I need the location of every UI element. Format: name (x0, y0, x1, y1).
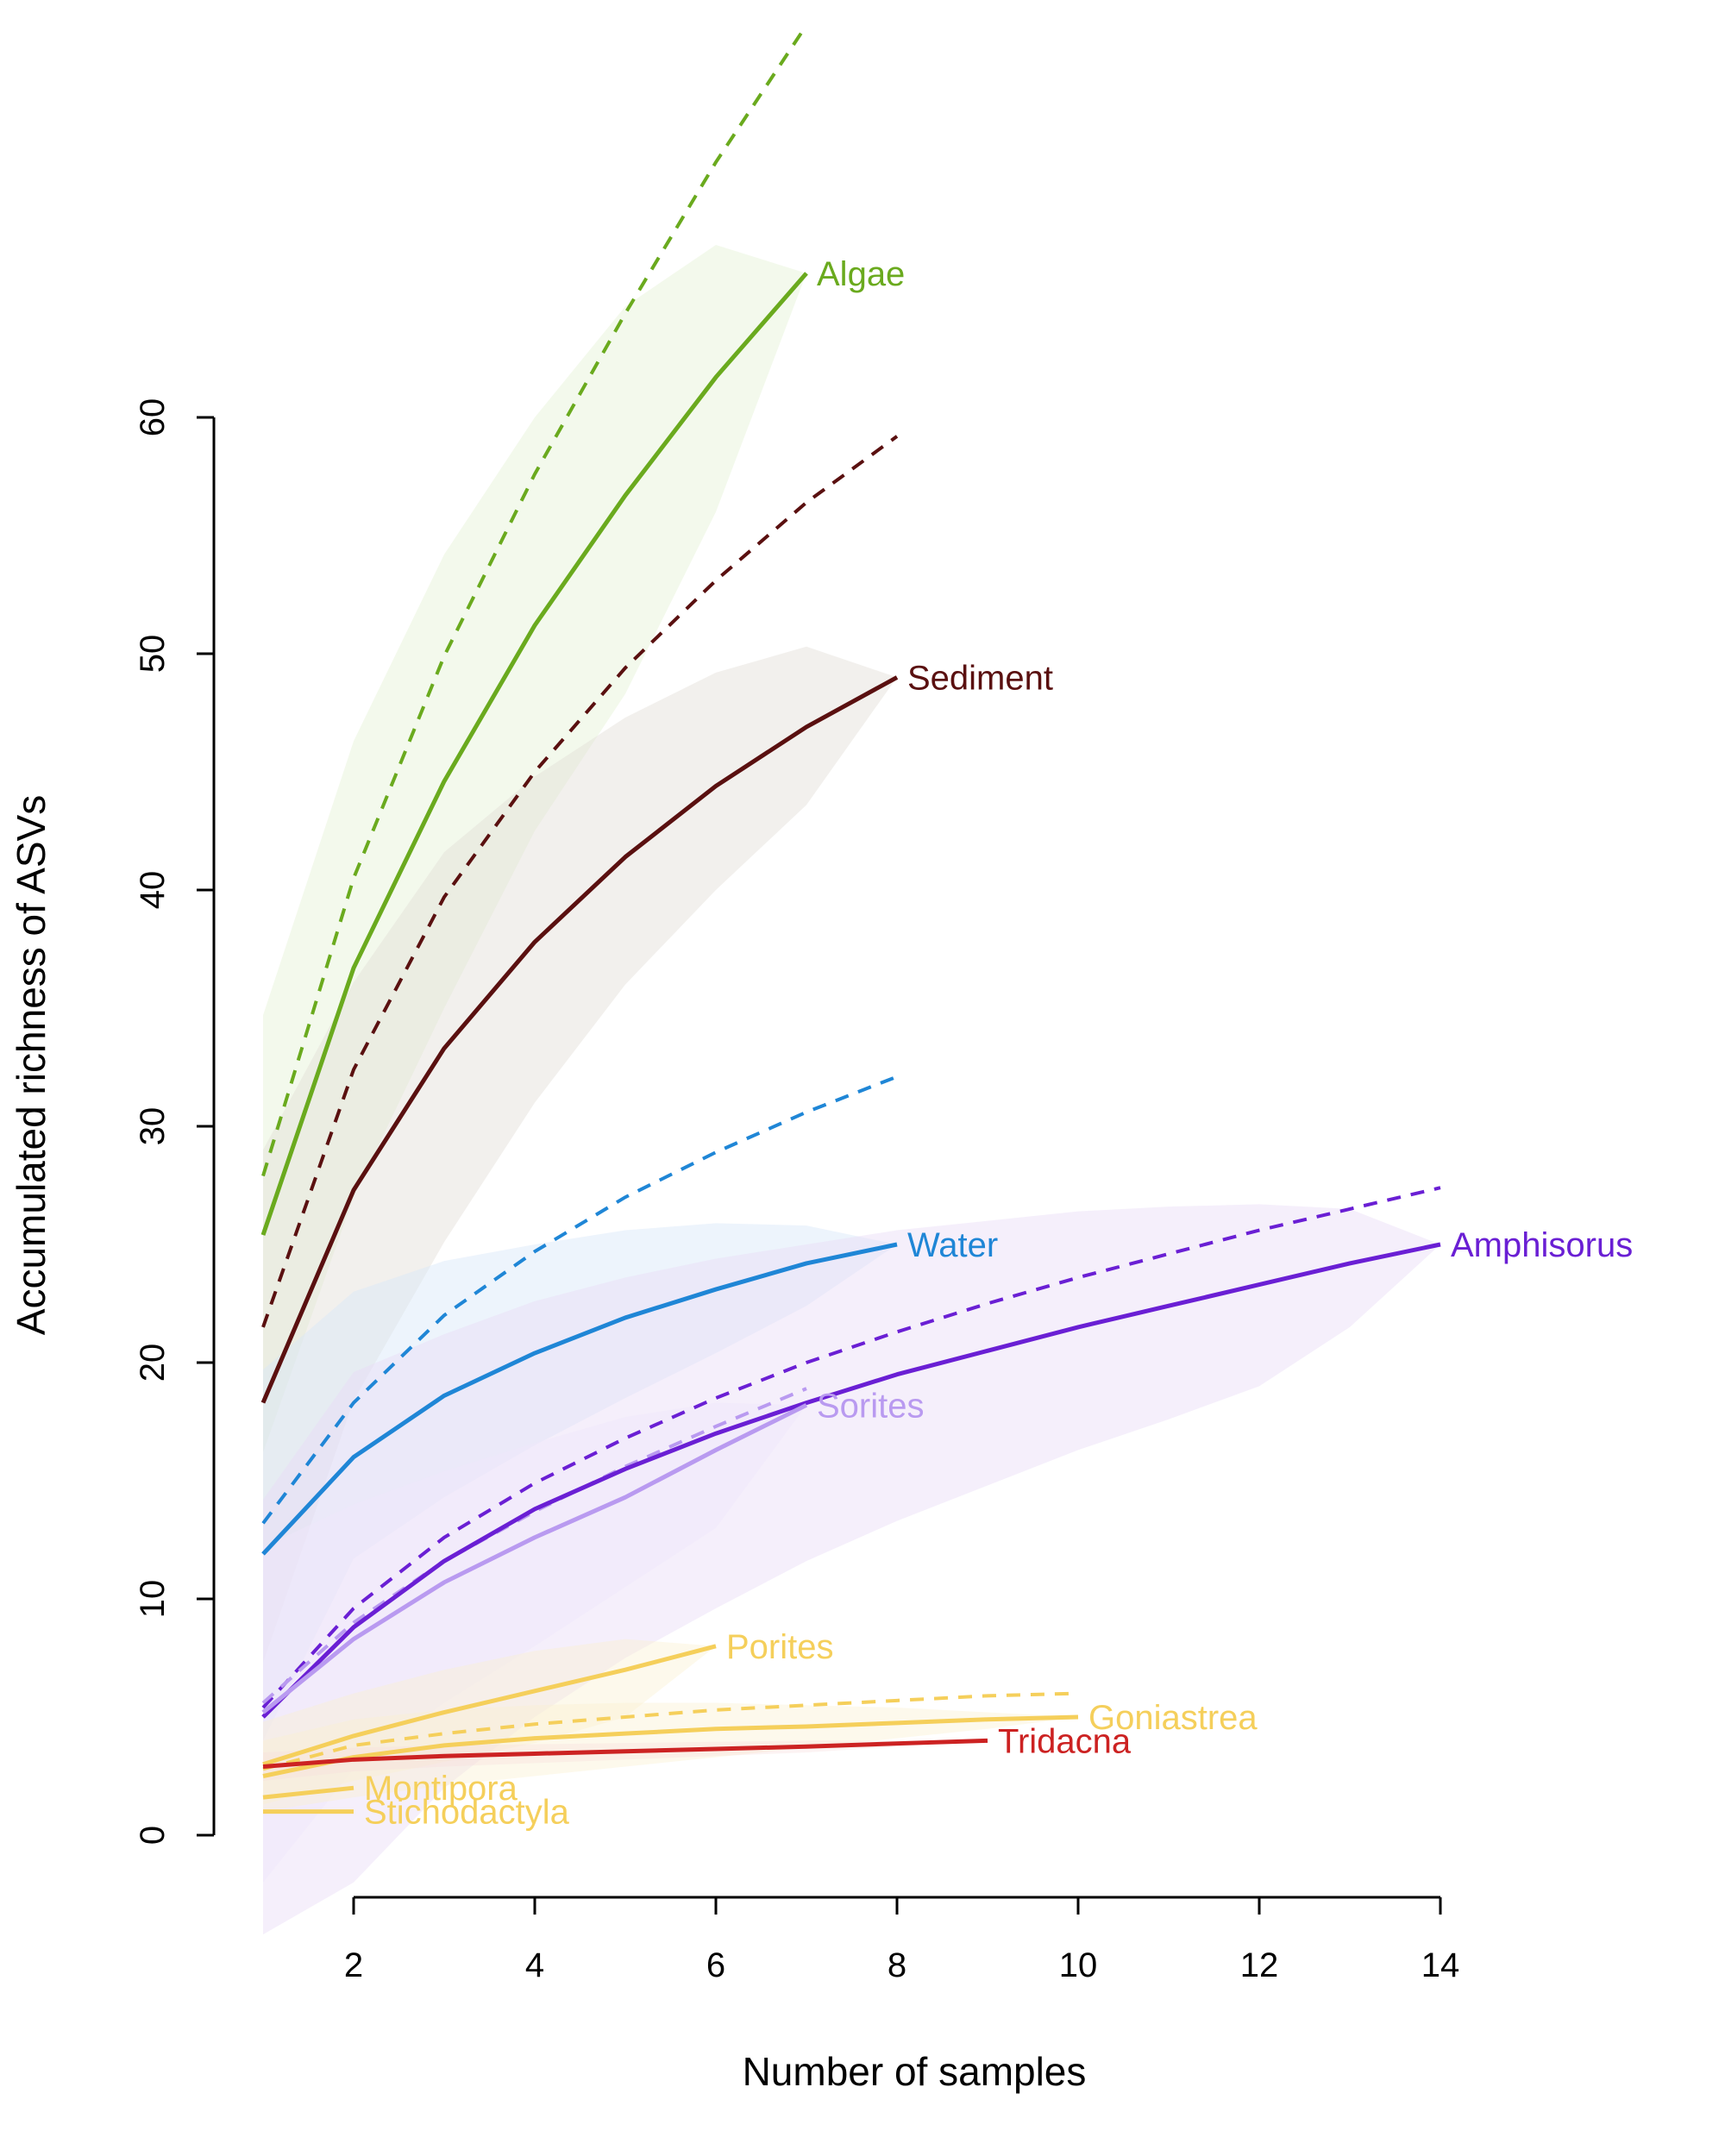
series-label-goniastrea: Goniastrea (1088, 1699, 1258, 1737)
x-axis: 2 4 6 8 10 12 14 (344, 1896, 1460, 1984)
band-tridacna (263, 1740, 988, 1781)
series-label-montipora: Montipora (364, 1770, 518, 1808)
x-tick-label: 12 (1240, 1946, 1279, 1984)
y-tick-label: 60 (134, 398, 172, 437)
line-porites (262, 1644, 717, 1767)
line-sorites (261, 1403, 808, 1714)
series-label-amphisorus: Amphisorus (1451, 1226, 1633, 1264)
line-montipora (262, 1785, 354, 1800)
x-axis-title: Number of samples (743, 2049, 1087, 2094)
line-algae (260, 272, 808, 1236)
line-amphisorus (261, 1242, 1441, 1719)
dashed-line-water (261, 1075, 898, 1525)
y-tick-label: 50 (134, 635, 172, 674)
series-label-algae: Algae (817, 255, 905, 293)
x-tick-label: 14 (1421, 1946, 1460, 1984)
series-label-porites: Porites (726, 1628, 834, 1666)
y-tick-label: 40 (134, 871, 172, 910)
dashed-line-sorites (261, 1387, 807, 1705)
y-tick-label: 20 (134, 1344, 172, 1382)
series-label-water: Water (907, 1226, 998, 1264)
y-axis: 0 10 20 30 40 50 60 (134, 398, 216, 1845)
line-tridacna (262, 1738, 988, 1770)
band-sorites (263, 1402, 806, 1883)
axes: 2 4 6 8 10 12 14 0 10 20 30 40 50 60 (134, 398, 1459, 1984)
x-tick-label: 4 (525, 1946, 544, 1984)
series-label-tridacna: Tridacna (998, 1722, 1132, 1760)
x-tick-label: 10 (1059, 1946, 1098, 1984)
dashed-line-algae (261, 24, 808, 1177)
y-tick-label: 30 (134, 1107, 172, 1146)
dashed-line-goniastrea (262, 1691, 1079, 1771)
x-tick-label: 2 (344, 1946, 363, 1984)
line-water (261, 1242, 898, 1556)
band-algae (263, 244, 806, 1453)
x-tick-label: 8 (888, 1946, 906, 1984)
band-amphisorus (263, 1204, 1440, 1935)
series-label-sediment: Sediment (907, 659, 1053, 697)
band-porites (263, 1639, 716, 1805)
dashed-line-amphisorus (261, 1186, 1441, 1709)
band-sediment (263, 646, 897, 1663)
y-tick-label: 10 (134, 1580, 172, 1619)
series-labels: Algae Sediment Water Amphisorus Sorites Porit… (364, 255, 1633, 1832)
line-goniastrea (262, 1714, 1079, 1778)
confidence-bands (263, 244, 1440, 1935)
x-tick-label: 6 (706, 1946, 725, 1984)
richness-lines (260, 24, 1441, 1814)
band-goniastrea (263, 1702, 1078, 1812)
series-label-sorites: Sorites (817, 1387, 925, 1425)
series-label-stichodactyla: Stichodactyla (364, 1794, 570, 1832)
y-axis-title: Accumulated richness of ASVs (9, 795, 53, 1335)
line-sediment (260, 675, 899, 1404)
band-water (263, 1223, 897, 1741)
y-tick-label: 0 (134, 1826, 172, 1845)
